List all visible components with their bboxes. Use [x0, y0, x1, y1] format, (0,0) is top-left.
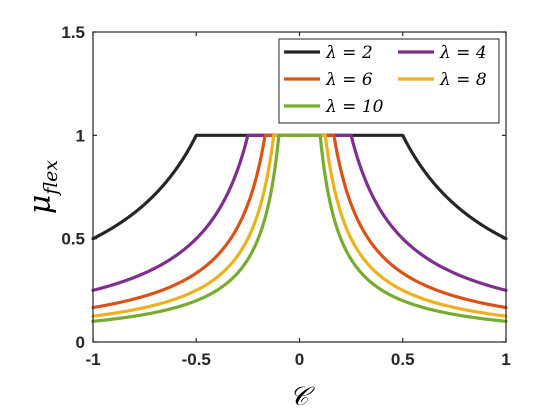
series-line-lambda-8: [91, 133, 508, 318]
series-line-lambda-4: [91, 133, 508, 292]
y-tick-label: 0.5: [61, 230, 85, 249]
series-line-lambda-10: [91, 133, 508, 323]
y-tick-label: 0: [76, 333, 85, 352]
x-axis-label: 𝒞: [290, 382, 316, 412]
legend-box: [278, 38, 500, 124]
legend-label-lambda-2: λ = 2: [325, 43, 373, 63]
x-tick-label: -1: [85, 350, 100, 369]
series-line-lambda-2: [91, 133, 508, 241]
legend-label-lambda-10: λ = 10: [325, 97, 384, 117]
y-axis-label-main: μ: [23, 195, 58, 215]
legend-label-lambda-6: λ = 6: [325, 70, 373, 90]
series-layer: [91, 133, 508, 323]
x-tick-label: 1: [501, 350, 510, 369]
legend: λ = 2 λ = 4 λ = 6 λ = 8 λ = 10: [278, 38, 500, 124]
x-tick-label: -0.5: [182, 350, 211, 369]
x-tick-label: 0.5: [391, 350, 415, 369]
legend-label-lambda-4: λ = 4: [439, 43, 487, 63]
series-line-lambda-6: [91, 133, 508, 310]
y-axis-label-sub: flex: [40, 160, 62, 197]
tick-layer: -1 -0.5 0 0.5 1 0 0.5 1 1.5: [61, 23, 510, 369]
y-axis-label: μflex: [23, 160, 62, 214]
plot-area: -1 -0.5 0 0.5 1 0 0.5 1 1.5: [61, 23, 510, 369]
legend-label-lambda-8: λ = 8: [439, 70, 487, 90]
legend-items: λ = 2 λ = 4 λ = 6 λ = 8 λ = 10: [284, 43, 487, 117]
y-tick-label: 1: [76, 126, 85, 145]
y-tick-label: 1.5: [61, 23, 85, 42]
x-tick-label: 0: [295, 350, 304, 369]
